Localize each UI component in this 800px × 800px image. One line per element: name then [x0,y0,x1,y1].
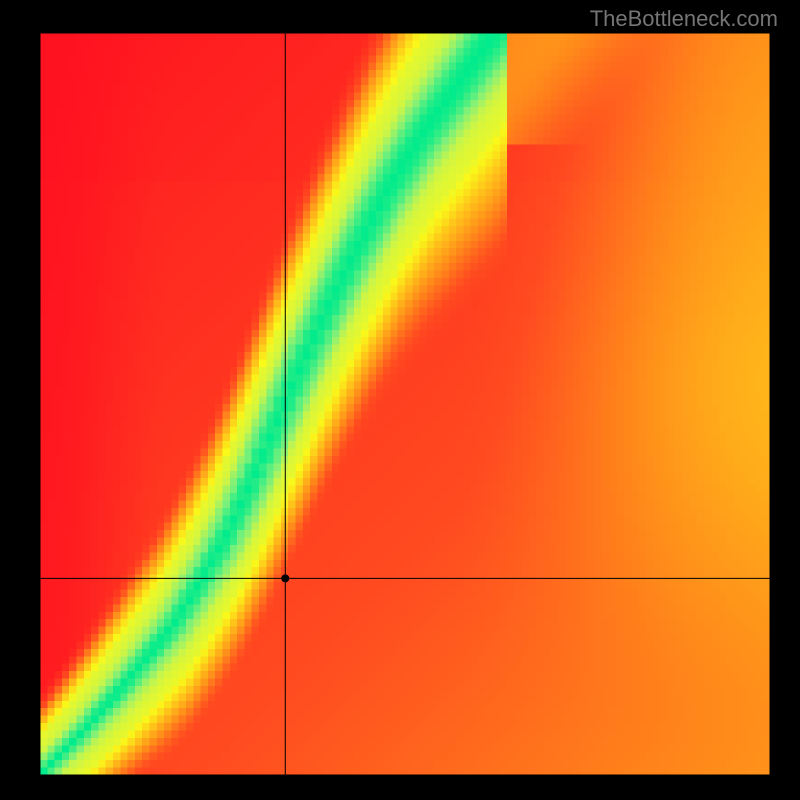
heatmap-canvas [40,33,770,775]
chart-container: TheBottleneck.com [0,0,800,800]
watermark-text: TheBottleneck.com [590,6,778,32]
